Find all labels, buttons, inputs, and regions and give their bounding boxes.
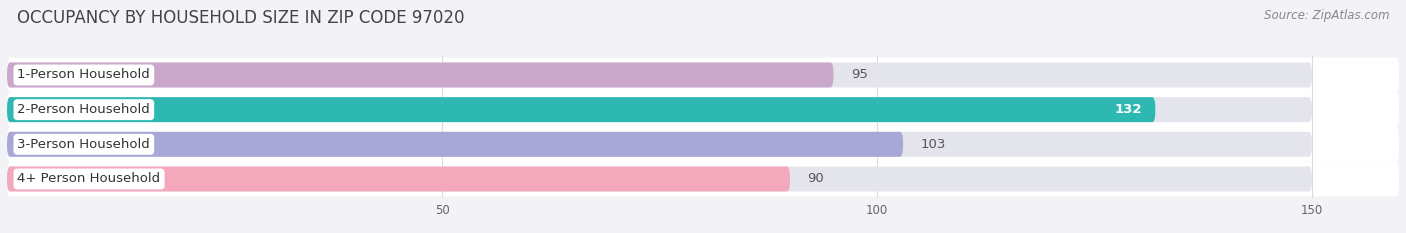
FancyBboxPatch shape [7, 97, 1156, 122]
Text: 132: 132 [1115, 103, 1142, 116]
Text: 1-Person Household: 1-Person Household [17, 69, 150, 82]
FancyBboxPatch shape [7, 92, 1399, 127]
Text: 2-Person Household: 2-Person Household [17, 103, 150, 116]
Text: OCCUPANCY BY HOUSEHOLD SIZE IN ZIP CODE 97020: OCCUPANCY BY HOUSEHOLD SIZE IN ZIP CODE … [17, 9, 464, 27]
FancyBboxPatch shape [7, 97, 1312, 122]
FancyBboxPatch shape [7, 167, 790, 192]
Text: 4+ Person Household: 4+ Person Household [17, 172, 160, 185]
FancyBboxPatch shape [7, 62, 834, 87]
FancyBboxPatch shape [7, 132, 903, 157]
FancyBboxPatch shape [7, 132, 1312, 157]
Text: Source: ZipAtlas.com: Source: ZipAtlas.com [1264, 9, 1389, 22]
Text: 103: 103 [921, 138, 946, 151]
Text: 95: 95 [851, 69, 868, 82]
FancyBboxPatch shape [7, 162, 1399, 196]
FancyBboxPatch shape [7, 58, 1399, 92]
FancyBboxPatch shape [7, 167, 1312, 192]
FancyBboxPatch shape [7, 127, 1399, 162]
Text: 90: 90 [807, 172, 824, 185]
FancyBboxPatch shape [7, 62, 1312, 87]
Text: 3-Person Household: 3-Person Household [17, 138, 150, 151]
